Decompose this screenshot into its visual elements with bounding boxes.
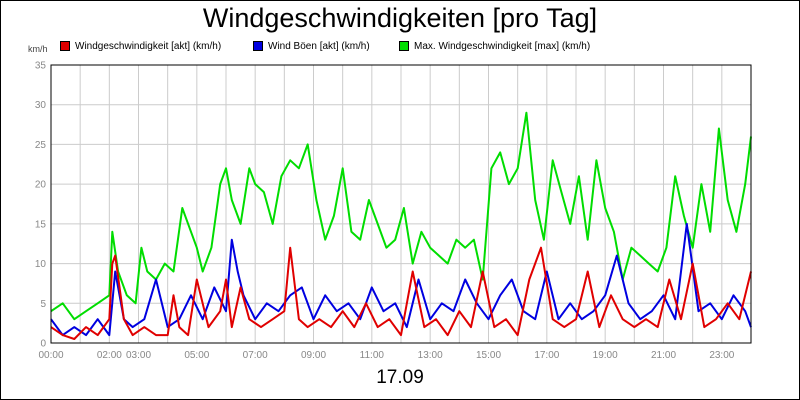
legend-item-gusts: Wind Böen [akt] (km/h) [253, 39, 370, 53]
y-tick-label: 0 [40, 339, 46, 350]
x-tick-label: 13:00 [418, 350, 443, 361]
x-tick-label: 02:00 [97, 350, 122, 361]
series-line-2 [50, 111, 752, 321]
x-tick-label: 05:00 [184, 350, 209, 361]
legend-label-wind-speed: Windgeschwindigkeit [akt] (km/h) [75, 40, 222, 52]
x-tick-label: 00:00 [38, 350, 63, 361]
x-tick-label: 15:00 [476, 350, 501, 361]
legend-item-max-speed: Max. Windgeschwindigkeit [max] (km/h) [399, 39, 590, 53]
x-tick-label: 07:00 [243, 350, 268, 361]
y-tick-label: 15 [35, 219, 47, 230]
x-tick-label: 23:00 [709, 350, 734, 361]
x-tick-label: 09:00 [301, 350, 326, 361]
x-tick-label: 21:00 [651, 350, 676, 361]
y-tick-label: 25 [35, 140, 47, 151]
x-tick-label: 11:00 [360, 350, 385, 361]
legend-swatch-blue [253, 41, 263, 51]
series-line-0 [50, 246, 752, 340]
y-tick-label: 30 [35, 100, 47, 111]
y-axis-unit-label: km/h [28, 44, 48, 54]
plot-border [50, 64, 752, 344]
y-tick-label: 10 [35, 259, 47, 270]
legend-label-max-speed: Max. Windgeschwindigkeit [max] (km/h) [414, 40, 591, 52]
legend-item-wind-speed: Windgeschwindigkeit [akt] (km/h) [60, 39, 221, 53]
legend-swatch-green [399, 41, 409, 51]
legend-swatch-red [60, 41, 70, 51]
legend: Windgeschwindigkeit [akt] (km/h) Wind Bö… [1, 39, 799, 53]
y-tick-label: 35 [35, 61, 47, 72]
y-tick-label: 5 [40, 299, 46, 310]
x-tick-label: 03:00 [126, 350, 151, 361]
legend-label-gusts: Wind Böen [akt] (km/h) [268, 40, 370, 52]
date-label: 17.09 [376, 367, 424, 388]
x-tick-label: 17:00 [534, 350, 559, 361]
y-tick-label: 20 [35, 180, 47, 191]
x-tick-label: 19:00 [593, 350, 618, 361]
chart-title: Windgeschwindigkeiten [pro Tag] [202, 3, 598, 33]
series-line-1 [50, 222, 752, 337]
